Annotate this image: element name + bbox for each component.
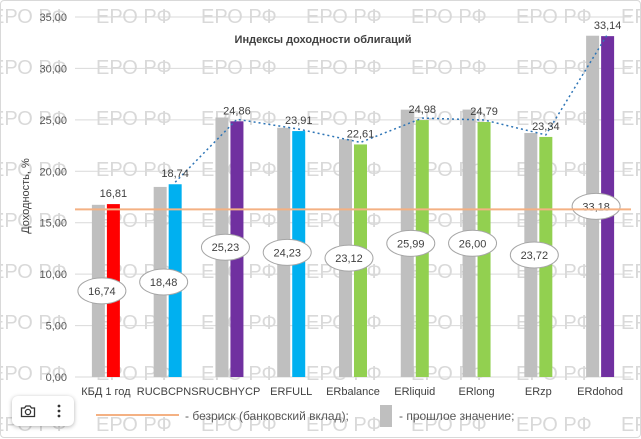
x-tick-label: ERdohod xyxy=(577,386,623,398)
watermark-text: ЕРО РФ xyxy=(96,108,172,130)
current-value-label: 18,74 xyxy=(161,168,189,180)
chart-toolbar xyxy=(12,396,74,426)
watermark-text: ЕРО РФ xyxy=(1,6,67,28)
watermark-text: ЕРО РФ xyxy=(1,210,67,232)
watermark-text: ЕРО РФ xyxy=(96,159,172,181)
watermark-text: ЕРО РФ xyxy=(411,414,487,436)
previous-value-label: 33,18 xyxy=(582,201,610,213)
watermark-text: ЕРО РФ xyxy=(621,414,641,436)
previous-value-callout xyxy=(448,229,498,257)
watermark-text: ЕРО РФ xyxy=(516,108,592,130)
x-tick-label: RUCBCPNS xyxy=(137,386,199,398)
current-value-label: 22,61 xyxy=(347,128,375,140)
watermark-text: ЕРО РФ xyxy=(1,159,67,181)
camera-icon[interactable] xyxy=(16,399,40,423)
watermark-text: ЕРО РФ xyxy=(306,108,382,130)
watermark-text: ЕРО РФ xyxy=(516,414,592,436)
legend-riskfree-label: - безриск (банковский вклад); xyxy=(185,409,349,423)
x-axis-ticks: КБД 1 год RUCBCPNS RUCBHYCP ERFULL ERbalance… xyxy=(81,386,623,398)
previous-value-callout xyxy=(77,277,127,305)
previous-value-label: 18,48 xyxy=(150,277,178,289)
y-tick-label: 20,00 xyxy=(39,166,67,178)
current-value-label: 24,86 xyxy=(223,105,251,117)
previous-value-callout xyxy=(200,233,250,261)
current-value-label: 23,91 xyxy=(285,115,313,127)
x-tick-label: RUCBHYCP xyxy=(199,386,261,398)
y-axis-label: Доходность, % xyxy=(20,158,32,234)
watermark-text: ЕРО РФ xyxy=(1,312,67,334)
y-tick-label: 10,00 xyxy=(39,269,67,281)
previous-value-callout xyxy=(262,238,312,266)
previous-value-callout xyxy=(571,192,621,220)
y-tick-label: 30,00 xyxy=(39,63,67,75)
watermark-text: ЕРО РФ xyxy=(96,414,172,436)
previous-value-label: 24,23 xyxy=(273,247,301,259)
previous-value-label: 26,00 xyxy=(459,238,487,250)
more-options-icon[interactable] xyxy=(47,399,71,423)
previous-value-label: 16,74 xyxy=(88,286,116,298)
watermark-text: ЕРО РФ xyxy=(621,261,641,283)
watermark-text: ЕРО РФ xyxy=(1,57,67,79)
previous-value-label: 23,12 xyxy=(335,253,363,265)
watermark-text: ЕРО РФ xyxy=(306,414,382,436)
watermark-text: ЕРО РФ xyxy=(1,108,67,130)
y-tick-label: 25,00 xyxy=(39,115,67,127)
x-tick-label: ERliquid xyxy=(394,386,435,398)
gridlines xyxy=(75,16,631,378)
y-tick-label: 35,00 xyxy=(39,12,67,24)
x-tick-label: КБД 1 год xyxy=(81,386,131,398)
current-value-label: 33,14 xyxy=(594,20,622,32)
previous-value-label: 25,23 xyxy=(212,242,240,254)
previous-value-label: 23,72 xyxy=(521,250,549,262)
y-tick-label: 15,00 xyxy=(39,218,67,230)
watermark-text: ЕРО РФ xyxy=(621,363,641,385)
watermark-text: ЕРО РФ xyxy=(1,261,67,283)
watermark-text: ЕРО РФ xyxy=(201,414,277,436)
x-tick-label: ERFULL xyxy=(270,386,312,398)
previous-value-callout xyxy=(139,268,189,296)
x-tick-label: ERzp xyxy=(525,386,552,398)
watermark-text: ЕРО РФ xyxy=(621,159,641,181)
watermark-text: ЕРО РФ xyxy=(621,108,641,130)
previous-value-callout xyxy=(509,241,559,269)
previous-value-callout xyxy=(386,229,436,257)
trend-line xyxy=(174,33,609,183)
x-tick-label: ERbalance xyxy=(326,386,380,398)
x-tick-label: ERlong xyxy=(459,386,495,398)
watermark-text: ЕРО РФ xyxy=(621,210,641,232)
previous-value-callout xyxy=(324,244,374,272)
current-value-label: 24,79 xyxy=(470,106,498,118)
bars-layer xyxy=(91,35,615,378)
current-value-label: 23,34 xyxy=(532,121,560,133)
overlay-layer: 16,81 16,74 18,74 18,48 24,86 25,23 23,91 24,23… xyxy=(75,20,631,305)
watermark-text: ЕРО РФ xyxy=(621,312,641,334)
legend-previous-swatch xyxy=(380,405,392,427)
y-tick-label: 0,00 xyxy=(46,372,67,384)
legend: - безриск (банковский вклад); - прошлое … xyxy=(96,405,514,427)
current-value-label: 24,98 xyxy=(409,104,437,116)
watermark-text: ЕРО РФ xyxy=(1,363,67,385)
current-value-label: 16,81 xyxy=(100,188,128,200)
legend-previous-label: - прошлое значение; xyxy=(399,409,514,423)
previous-value-label: 25,99 xyxy=(397,238,425,250)
chart-title: Индексы доходности облигаций xyxy=(235,34,412,46)
y-tick-label: 5,00 xyxy=(46,321,67,333)
y-axis-ticks: 0,00 5,00 10,00 15,00 20,00 25,00 30,00 35,00 xyxy=(39,12,67,384)
